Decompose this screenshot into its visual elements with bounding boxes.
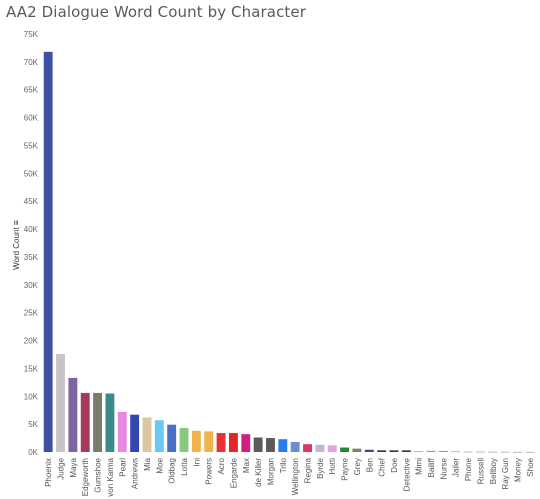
- y-tick-label: 5K: [28, 420, 38, 429]
- x-category-label: Ini: [192, 458, 201, 467]
- y-tick-label: 30K: [24, 281, 39, 290]
- bar-oldbag[interactable]: [167, 424, 177, 452]
- bar-regina[interactable]: [303, 444, 312, 452]
- bar-bellboy[interactable]: [488, 451, 498, 453]
- bar-nurse[interactable]: [438, 450, 448, 452]
- bar-chief[interactable]: [377, 450, 387, 452]
- bar-trilo[interactable]: [278, 439, 288, 452]
- x-category-label: Bellboy: [489, 458, 498, 484]
- y-tick-label: 50K: [24, 169, 39, 178]
- bar-russell[interactable]: [475, 451, 485, 453]
- bar-doe[interactable]: [389, 450, 399, 452]
- bar-de-killer[interactable]: [253, 437, 263, 452]
- y-tick-label: 20K: [24, 337, 39, 346]
- y-tick-label: 45K: [24, 197, 39, 206]
- bar-money[interactable]: [513, 451, 522, 453]
- x-category-label: Ray Gun: [501, 458, 510, 490]
- x-category-label: Acro: [217, 457, 226, 474]
- x-category-label: Regina: [304, 457, 313, 483]
- y-tick-label: 55K: [24, 141, 39, 150]
- x-category-label: Morgan: [266, 458, 275, 485]
- bar-shoe[interactable]: [525, 451, 535, 453]
- x-category-label: de Killer: [254, 458, 263, 487]
- x-category-label: Jailer: [452, 458, 461, 477]
- x-category-label: Payne: [341, 457, 350, 480]
- bar-phone[interactable]: [463, 451, 473, 453]
- bar-gumshoe[interactable]: [93, 392, 103, 452]
- y-tick-label: 35K: [24, 253, 39, 262]
- x-category-label: Shoe: [526, 457, 535, 476]
- bar-maya[interactable]: [68, 377, 78, 452]
- y-tick-label: 15K: [24, 364, 39, 373]
- bar-von-karma[interactable]: [105, 393, 115, 452]
- bar-andrews[interactable]: [130, 414, 140, 452]
- x-category-label: Russell: [476, 458, 485, 484]
- bar-jailer[interactable]: [451, 451, 461, 453]
- bar-detective[interactable]: [401, 450, 411, 452]
- x-category-label: Mimi: [415, 458, 424, 475]
- x-category-label: Pearl: [118, 458, 127, 477]
- x-category-label: Gumshoe: [94, 457, 103, 492]
- y-tick-label: 40K: [24, 225, 39, 234]
- x-category-label: Edgeworth: [81, 458, 90, 496]
- x-category-label: Phoenix: [44, 458, 53, 487]
- x-category-label: Judge: [57, 457, 66, 479]
- x-category-label: Hotti: [328, 458, 337, 475]
- bar-ini[interactable]: [191, 430, 201, 452]
- x-category-label: Ben: [365, 458, 374, 472]
- bar-powers[interactable]: [204, 431, 214, 452]
- bar-hotti[interactable]: [327, 445, 337, 452]
- bar-phoenix[interactable]: [43, 51, 53, 453]
- bar-grey[interactable]: [352, 448, 362, 452]
- bar-payne[interactable]: [340, 447, 350, 452]
- x-category-label: Grey: [353, 458, 362, 475]
- x-category-label: von Karma: [106, 457, 115, 496]
- bar-engarde[interactable]: [228, 433, 238, 452]
- x-category-label: Powers: [205, 458, 214, 485]
- x-category-label: Bailiff: [427, 457, 436, 477]
- x-category-label: Doe: [390, 457, 399, 472]
- x-category-label: Money: [513, 458, 522, 482]
- y-tick-label: 60K: [24, 114, 39, 123]
- x-category-label: Chief: [378, 457, 387, 476]
- y-tick-label: 25K: [24, 309, 39, 318]
- bar-mimi[interactable]: [414, 451, 424, 452]
- x-category-label: Trilo: [279, 457, 288, 473]
- x-category-label: Mia: [143, 457, 152, 470]
- bar-ben[interactable]: [364, 449, 374, 452]
- bar-bailiff[interactable]: [426, 450, 436, 452]
- bar-byrde[interactable]: [315, 444, 325, 452]
- x-category-label: Andrews: [131, 458, 140, 489]
- y-tick-label: 70K: [24, 58, 39, 67]
- x-category-label: Byrde: [316, 457, 325, 478]
- x-category-label: Wellington: [291, 458, 300, 495]
- y-tick-label: 10K: [24, 392, 39, 401]
- y-tick-label: 65K: [24, 86, 39, 95]
- bar-pearl[interactable]: [117, 411, 127, 452]
- x-category-label: Maya: [69, 457, 78, 477]
- x-category-label: Lotta: [180, 457, 189, 475]
- bar-edgeworth[interactable]: [80, 392, 90, 452]
- y-tick-label: 75K: [24, 30, 39, 39]
- x-category-label: Moe: [155, 457, 164, 473]
- bar-acro[interactable]: [216, 433, 226, 452]
- bar-moe[interactable]: [154, 420, 164, 452]
- chart-title: AA2 Dialogue Word Count by Character: [6, 3, 306, 21]
- x-category-label: Engarde: [229, 457, 238, 488]
- x-category-label: Oldbag: [168, 458, 177, 484]
- bar-morgan[interactable]: [266, 438, 275, 452]
- bar-lotta[interactable]: [179, 428, 189, 452]
- bar-mia[interactable]: [142, 417, 152, 452]
- bar-judge[interactable]: [56, 353, 65, 452]
- x-category-label: Max: [242, 458, 251, 473]
- bar-ray-gun[interactable]: [500, 451, 510, 453]
- x-category-label: Phone: [464, 457, 473, 481]
- x-category-label: Detective: [402, 457, 411, 491]
- bar-max[interactable]: [241, 434, 251, 452]
- bar-wellington[interactable]: [290, 441, 300, 452]
- x-category-label: Nurse: [439, 457, 448, 479]
- y-tick-label: 0K: [28, 448, 38, 457]
